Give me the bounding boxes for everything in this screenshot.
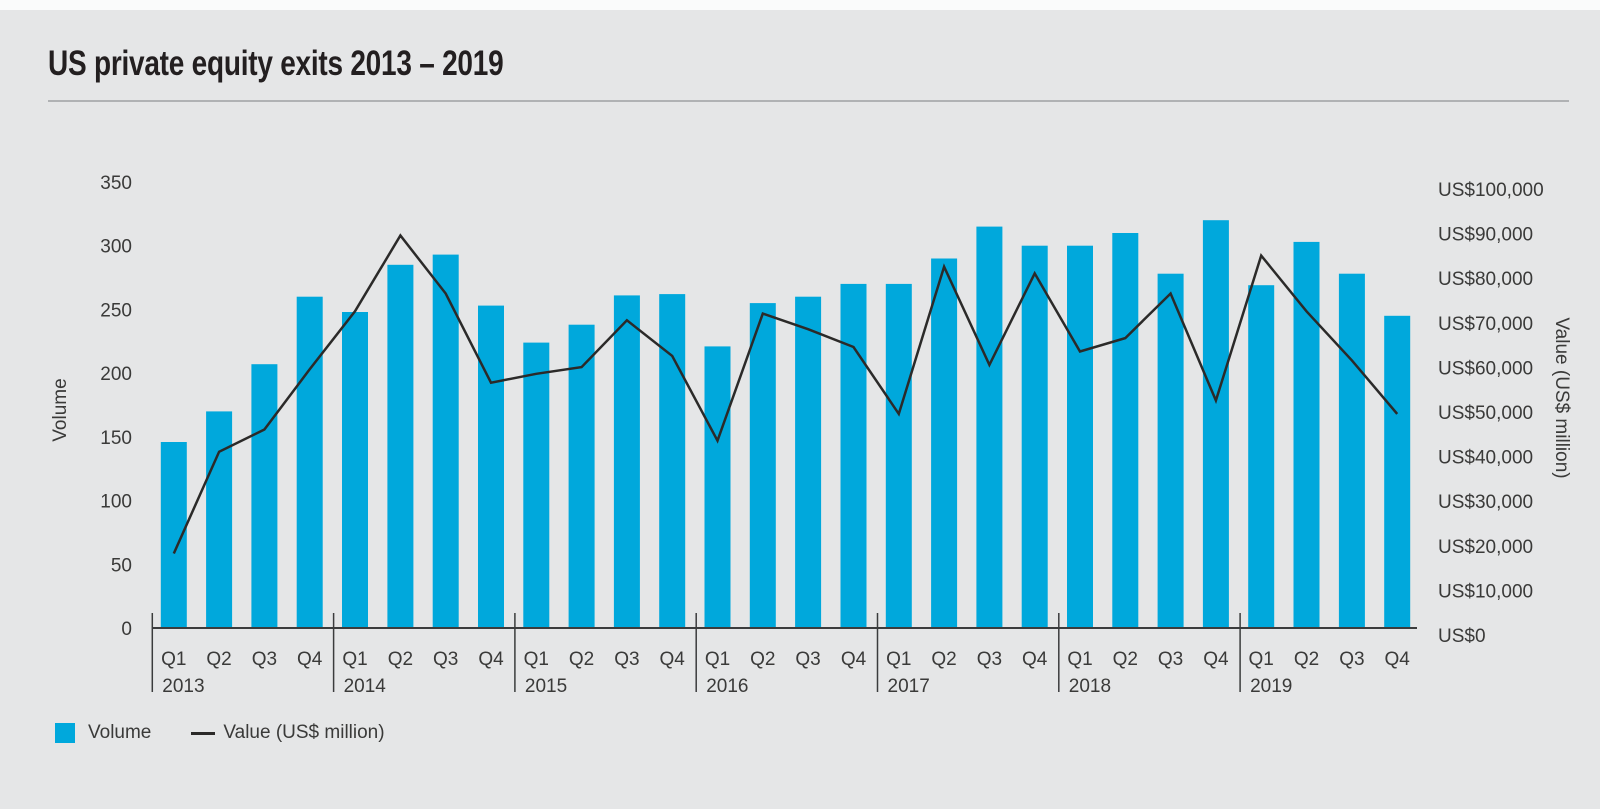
quarter-label-2013-Q3: Q3 (252, 649, 277, 670)
quarter-label-2015-Q3: Q3 (614, 649, 639, 670)
quarter-label-2016-Q1: Q1 (705, 649, 730, 670)
chart-legend: Volume Value (US$ million) (55, 722, 385, 744)
left-axis-tick-250: 250 (100, 300, 132, 321)
quarter-label-2017-Q3: Q3 (977, 649, 1002, 670)
volume-bar-2013-Q4 (296, 296, 323, 628)
left-axis-tick-0: 0 (121, 619, 132, 640)
right-axis-title: Value (US$ million) (1551, 317, 1572, 478)
value-line (172, 233, 1399, 555)
volume-bar-2016-Q3 (795, 296, 822, 628)
volume-bar-2016-Q4 (840, 283, 867, 628)
quarter-label-2017-Q2: Q2 (931, 649, 956, 670)
volume-bar-2017-Q4 (1021, 245, 1048, 628)
volume-bar-2014-Q2 (387, 264, 414, 628)
right-axis-tick-60000: US$60,000 (1438, 358, 1533, 379)
volume-bar-2017-Q2 (931, 258, 958, 628)
quarter-label-2018-Q1: Q1 (1067, 649, 1092, 670)
left-axis-tick-200: 200 (100, 364, 132, 385)
quarter-label-2014-Q1: Q1 (342, 649, 367, 670)
volume-bar-2019-Q3 (1338, 273, 1365, 628)
quarter-label-2016-Q2: Q2 (750, 649, 775, 670)
volume-bar-2019-Q4 (1384, 315, 1411, 628)
left-axis-tick-350: 350 (100, 173, 132, 194)
volume-bar-2014-Q4 (478, 305, 504, 628)
quarter-label-2016-Q3: Q3 (795, 649, 820, 670)
volume-bar-2018-Q2 (1112, 233, 1139, 628)
volume-bar-2014-Q3 (432, 254, 459, 628)
quarter-label-2018-Q4: Q4 (1203, 649, 1229, 670)
quarter-label-2019-Q2: Q2 (1294, 649, 1319, 670)
quarter-label-2018-Q3: Q3 (1158, 649, 1183, 670)
volume-bar-2019-Q2 (1293, 241, 1320, 628)
year-label-2013: 2013 (162, 676, 204, 697)
right-axis-tick-30000: US$30,000 (1438, 492, 1533, 513)
quarter-label-2013-Q1: Q1 (161, 649, 186, 670)
right-axis-tick-50000: US$50,000 (1438, 403, 1533, 424)
volume-bar-2018-Q3 (1157, 273, 1184, 628)
volume-bar-2016-Q2 (749, 303, 776, 628)
quarter-label-2014-Q3: Q3 (433, 649, 458, 670)
right-axis-tick-40000: US$40,000 (1438, 448, 1533, 469)
left-axis-tick-50: 50 (111, 555, 132, 576)
volume-bar-2017-Q1 (885, 283, 912, 628)
right-axis-tick-100000: US$100,000 (1438, 180, 1544, 201)
left-axis-tick-300: 300 (100, 237, 132, 258)
volume-bar-2018-Q4 (1202, 220, 1229, 628)
volume-bar-2014-Q1 (342, 312, 368, 628)
right-axis-tick-90000: US$90,000 (1438, 225, 1533, 246)
right-axis-tick-20000: US$20,000 (1438, 537, 1533, 558)
year-label-2019: 2019 (1250, 676, 1292, 697)
chart-title: US private equity exits 2013 – 2019 (48, 44, 504, 83)
top-strip (0, 0, 1600, 10)
volume-bar-2015-Q2 (568, 324, 595, 628)
volume-bar-2017-Q3 (976, 226, 1003, 628)
quarter-label-2019-Q1: Q1 (1249, 649, 1274, 670)
left-axis-tick-150: 150 (100, 428, 132, 449)
quarter-label-2013-Q2: Q2 (206, 649, 231, 670)
volume-bar-2015-Q1 (523, 342, 550, 628)
volume-bar-2016-Q1 (704, 346, 731, 628)
title-rule (48, 100, 1569, 102)
legend-value-line-swatch (191, 731, 216, 735)
quarter-label-2016-Q4: Q4 (841, 649, 867, 670)
quarter-label-2018-Q2: Q2 (1113, 649, 1138, 670)
volume-bar-2013-Q3 (251, 364, 278, 628)
year-label-2018: 2018 (1069, 676, 1111, 697)
volume-bar-2018-Q1 (1067, 245, 1093, 628)
volume-bar-2013-Q2 (206, 411, 233, 628)
volume-bar-2015-Q3 (613, 295, 640, 628)
volume-bar-2019-Q1 (1248, 285, 1275, 628)
right-axis-tick-0: US$0 (1438, 626, 1486, 647)
legend-volume-swatch (55, 723, 75, 743)
quarter-label-2013-Q4: Q4 (297, 649, 323, 670)
year-label-2017: 2017 (888, 676, 930, 697)
quarter-label-2015-Q2: Q2 (569, 649, 594, 670)
year-label-2014: 2014 (344, 676, 387, 697)
quarter-label-2019-Q4: Q4 (1385, 649, 1411, 670)
right-axis-tick-80000: US$80,000 (1438, 269, 1533, 290)
left-axis-title: Volume (50, 378, 71, 441)
right-axis-tick-10000: US$10,000 (1438, 581, 1533, 602)
quarter-label-2014-Q2: Q2 (388, 649, 413, 670)
right-axis-tick-70000: US$70,000 (1438, 314, 1533, 335)
quarter-label-2015-Q4: Q4 (660, 649, 686, 670)
left-axis-tick-100: 100 (100, 492, 132, 513)
quarter-label-2017-Q1: Q1 (886, 649, 911, 670)
legend-value-label: Value (US$ million) (223, 722, 385, 743)
year-label-2015: 2015 (525, 676, 567, 697)
quarter-label-2017-Q4: Q4 (1022, 649, 1048, 670)
year-label-2016: 2016 (706, 676, 748, 697)
quarter-label-2019-Q3: Q3 (1339, 649, 1364, 670)
quarter-label-2014-Q4: Q4 (478, 649, 504, 670)
legend-volume-label: Volume (88, 722, 152, 743)
volume-bar-2015-Q4 (659, 294, 686, 628)
quarter-label-2015-Q1: Q1 (524, 649, 549, 670)
